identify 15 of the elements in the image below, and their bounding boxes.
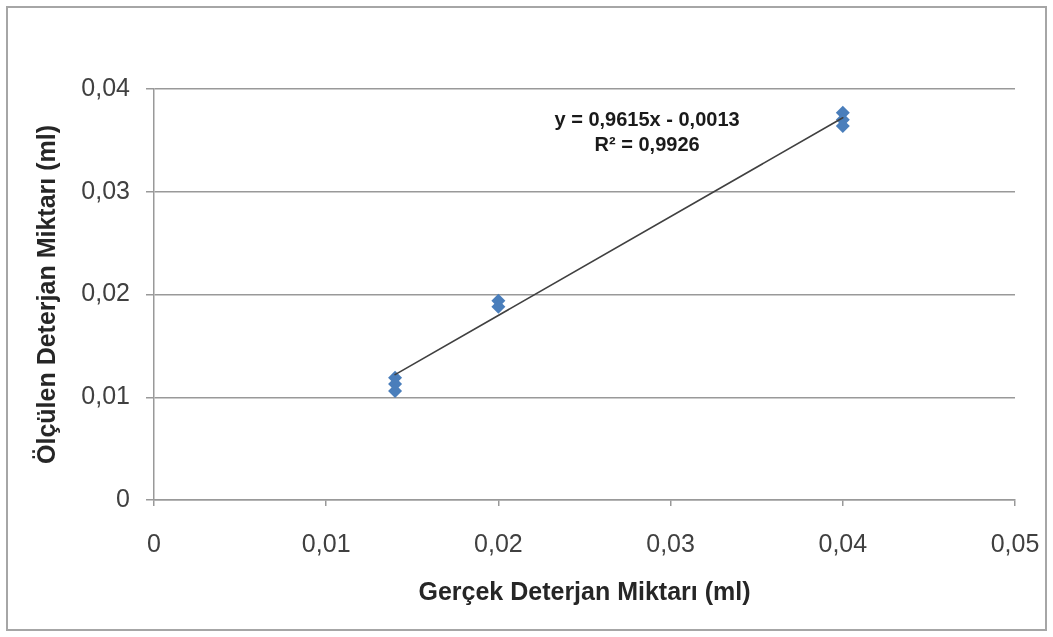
x-tick-label: 0,03 (646, 528, 695, 557)
annotation: R² = 0,9926 (594, 132, 700, 155)
y-tick-label: 0,01 (81, 381, 130, 410)
x-tick-label: 0,01 (301, 528, 351, 557)
x-axis-title: Gerçek Deterjan Miktarı (ml) (418, 576, 751, 605)
y-axis-title: Ölçülen Deterjan Miktarı (ml) (31, 125, 60, 464)
y-tick-label: 0,02 (81, 278, 130, 307)
x-tick-label: 0,05 (990, 528, 1040, 557)
y-tick-label: 0,03 (81, 175, 130, 204)
annotation: y = 0,9615x - 0,0013 (554, 107, 740, 130)
x-tick-label: 0,02 (474, 528, 523, 557)
x-tick-label: 0,04 (818, 528, 868, 557)
y-tick-label: 0,04 (81, 72, 131, 101)
x-tick-label: 0 (147, 528, 161, 557)
y-tick-label: 0 (116, 483, 130, 512)
